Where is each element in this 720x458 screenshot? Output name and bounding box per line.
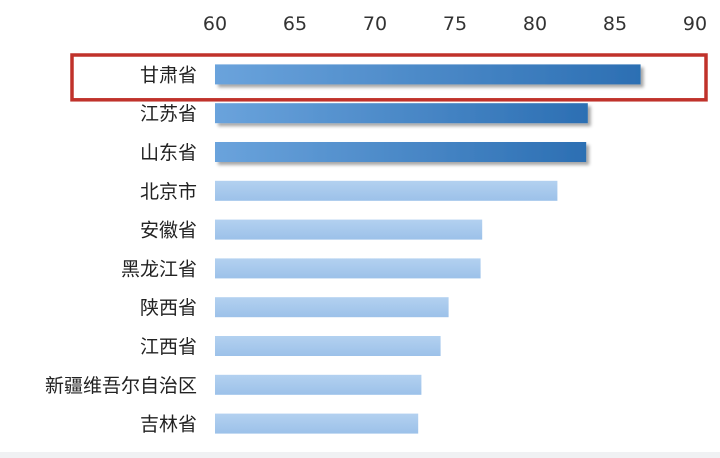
category-label: 新疆维吾尔自治区	[45, 375, 197, 397]
bar	[215, 297, 449, 318]
category-label: 黑龙江省	[121, 258, 197, 280]
x-tick-label: 60	[203, 13, 227, 35]
category-label: 江苏省	[140, 103, 197, 125]
bar	[215, 180, 558, 201]
x-tick-label: 85	[603, 13, 627, 35]
bottom-strip	[0, 452, 720, 458]
highlight-layer	[70, 53, 708, 102]
bar	[215, 258, 481, 279]
bar	[215, 142, 587, 162]
bar	[215, 219, 483, 240]
bars	[215, 64, 641, 434]
x-tick-label: 75	[443, 13, 467, 35]
category-label: 甘肃省	[140, 64, 197, 86]
category-label: 山东省	[140, 142, 197, 164]
category-label: 安徽省	[140, 220, 197, 242]
bar	[215, 103, 588, 124]
bar	[215, 374, 422, 395]
x-tick-label: 90	[683, 13, 707, 35]
x-tick-label: 65	[283, 13, 307, 35]
category-label: 陕西省	[140, 297, 197, 319]
x-axis-ticks: 60 65 70 75 80 85 90	[203, 13, 707, 35]
category-label: 吉林省	[140, 414, 197, 436]
category-label: 北京市	[140, 181, 197, 203]
bar	[215, 64, 641, 85]
x-tick-label: 80	[523, 13, 547, 35]
highlight-box	[70, 53, 708, 102]
bar	[215, 336, 441, 356]
bar	[215, 413, 419, 434]
category-label: 江西省	[140, 336, 197, 358]
x-tick-label: 70	[363, 13, 387, 35]
